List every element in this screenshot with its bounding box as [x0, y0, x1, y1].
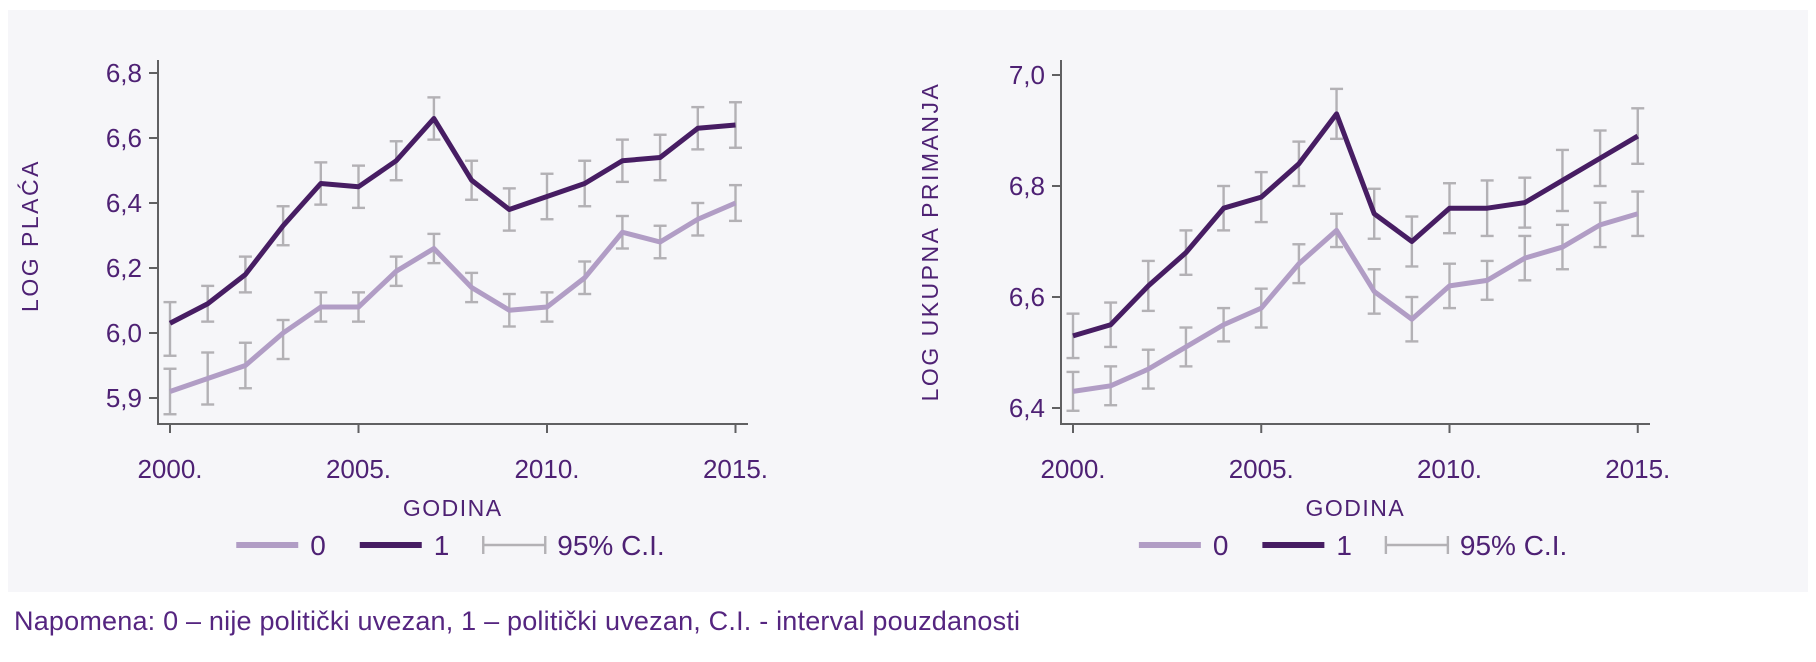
legend-label: 0 — [310, 530, 326, 561]
series-1-line — [1072, 111, 1640, 339]
tick-labels: 6,8 6,6 6,4 6,2 6,0 5,9 2000. 2005. 2010. 2015. — [106, 58, 768, 484]
legend-label: 1 — [434, 530, 450, 561]
ci-error-bars-series-1 — [1066, 87, 1645, 360]
legend-item-95-c-i-: 95% C.I. — [1384, 530, 1567, 561]
series-0-line — [169, 200, 737, 394]
y-axis-title: LOG UKUPNA PRIMANJA — [917, 82, 943, 402]
series-0-line — [1072, 211, 1639, 394]
legend-item-95-c-i-: 95% C.I. — [482, 530, 665, 561]
y-tick-label: 6,8 — [106, 58, 142, 88]
chart-log-placa: 6,8 6,6 6,4 6,2 6,0 5,9 2000. 2005. 2010. 2015. GO… — [8, 10, 908, 592]
legend: 0 1 95% C.I. — [1138, 530, 1567, 561]
x-tick-label: 2010. — [1417, 454, 1482, 484]
axes — [149, 60, 748, 433]
tick-labels: 7,0 6,8 6,6 6,4 2000. 2005. 2010. 2015. — [1009, 60, 1670, 484]
y-tick-label: 6,8 — [1009, 171, 1045, 201]
legend-label: 1 — [1336, 530, 1352, 561]
x-tick-label: 2000. — [1040, 454, 1105, 484]
y-tick-label: 6,0 — [106, 318, 142, 348]
y-axis-title: LOG PLAĆA — [17, 159, 43, 312]
legend-item-0: 0 — [236, 530, 326, 561]
note-text: Napomena: 0 – nije politički uvezan, 1 –… — [14, 606, 1021, 636]
x-tick-label: 2000. — [137, 454, 202, 484]
x-tick-label: 2015. — [703, 454, 768, 484]
legend-item-1: 1 — [1262, 530, 1352, 561]
legend-item-0: 0 — [1138, 530, 1229, 561]
y-tick-label: 6,2 — [106, 253, 142, 283]
x-tick-label: 2005. — [1229, 454, 1294, 484]
charts-panel: 6,8 6,6 6,4 6,2 6,0 5,9 2000. 2005. 2010. 2015. GO… — [8, 10, 1808, 592]
legend-item-1: 1 — [359, 530, 450, 561]
y-tick-label: 5,9 — [106, 383, 142, 413]
chart-log-ukupna-primanja-svg: 7,0 6,8 6,6 6,4 2000. 2005. 2010. 2015. GODINA LO… — [917, 60, 1670, 561]
y-tick-label: 6,4 — [1009, 393, 1045, 423]
ci-error-bars-series-0 — [163, 183, 742, 416]
legend-label: 0 — [1213, 530, 1229, 561]
y-tick-label: 6,6 — [106, 123, 142, 153]
x-axis-title: GODINA — [1306, 495, 1406, 521]
legend: 0 1 95% C.I. — [236, 530, 665, 561]
y-tick-label: 6,6 — [1009, 282, 1045, 312]
x-tick-label: 2015. — [1605, 454, 1670, 484]
y-tick-label: 6,4 — [106, 188, 142, 218]
legend-label: 95% C.I. — [1460, 530, 1567, 561]
ci-error-bars-series-0 — [1066, 190, 1645, 412]
x-tick-label: 2010. — [514, 454, 579, 484]
axes — [1052, 60, 1650, 433]
legend-label: 95% C.I. — [557, 530, 664, 561]
series-1-line — [168, 116, 736, 326]
chart-log-ukupna-primanja: 7,0 6,8 6,6 6,4 2000. 2005. 2010. 2015. GODINA LO… — [908, 10, 1808, 592]
x-tick-label: 2005. — [326, 454, 391, 484]
y-tick-label: 7,0 — [1009, 60, 1045, 90]
chart-log-placa-svg: 6,8 6,6 6,4 6,2 6,0 5,9 2000. 2005. 2010. 2015. GO… — [17, 58, 768, 561]
x-axis-title: GODINA — [403, 495, 503, 521]
